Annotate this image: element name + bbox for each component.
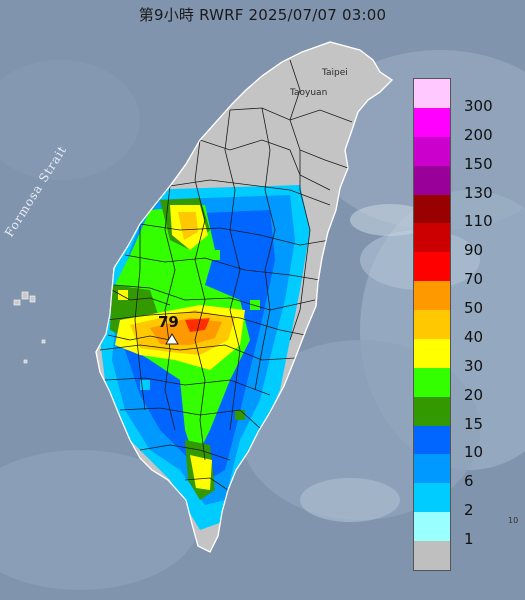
legend-swatch — [414, 252, 450, 282]
map-title: 第9小時 RWRF 2025/07/07 03:00 — [138, 6, 387, 24]
legend-swatch — [414, 396, 450, 427]
legend-swatch — [414, 483, 450, 513]
city-label-taipei: Taipei — [322, 68, 348, 78]
boundaries — [99, 59, 353, 491]
legend-label: 10 — [464, 443, 484, 462]
legend-swatch — [414, 136, 450, 167]
legend-label: 200 — [464, 125, 493, 144]
legend-label: 90 — [464, 241, 484, 260]
legend-label: 40 — [464, 327, 484, 346]
legend-label: 6 — [464, 472, 474, 491]
legend-label: 20 — [464, 385, 484, 404]
legend-swatch — [414, 79, 450, 109]
legend-swatch — [414, 194, 450, 224]
legend-swatch — [414, 223, 450, 253]
legend-swatch — [414, 338, 450, 369]
legend-label: 50 — [464, 299, 484, 318]
legend-label: 130 — [464, 183, 493, 202]
legend-label: 110 — [464, 212, 493, 231]
legend-swatch — [414, 281, 450, 311]
legend-swatch — [414, 367, 450, 398]
legend-swatch — [414, 165, 450, 196]
legend-label: 70 — [464, 270, 484, 289]
max-rainfall-marker — [165, 333, 179, 345]
legend-swatch — [414, 512, 450, 542]
max-rainfall-value: 79 — [158, 313, 179, 331]
rainfall-legend — [413, 78, 451, 571]
legend-swatch — [414, 454, 450, 484]
legend-label: 30 — [464, 356, 484, 375]
legend-swatch — [414, 310, 450, 340]
legend-label: 2 — [464, 501, 474, 520]
legend-label: 150 — [464, 154, 493, 173]
legend-label: 15 — [464, 414, 484, 433]
legend-swatch — [414, 541, 450, 571]
city-label-taoyuan: Taoyuan — [290, 88, 328, 98]
corner-label: 10 — [508, 516, 519, 525]
legend-label: 300 — [464, 96, 493, 115]
legend-swatch — [414, 107, 450, 138]
legend-swatch — [414, 425, 450, 455]
legend-label: 1 — [464, 530, 474, 549]
